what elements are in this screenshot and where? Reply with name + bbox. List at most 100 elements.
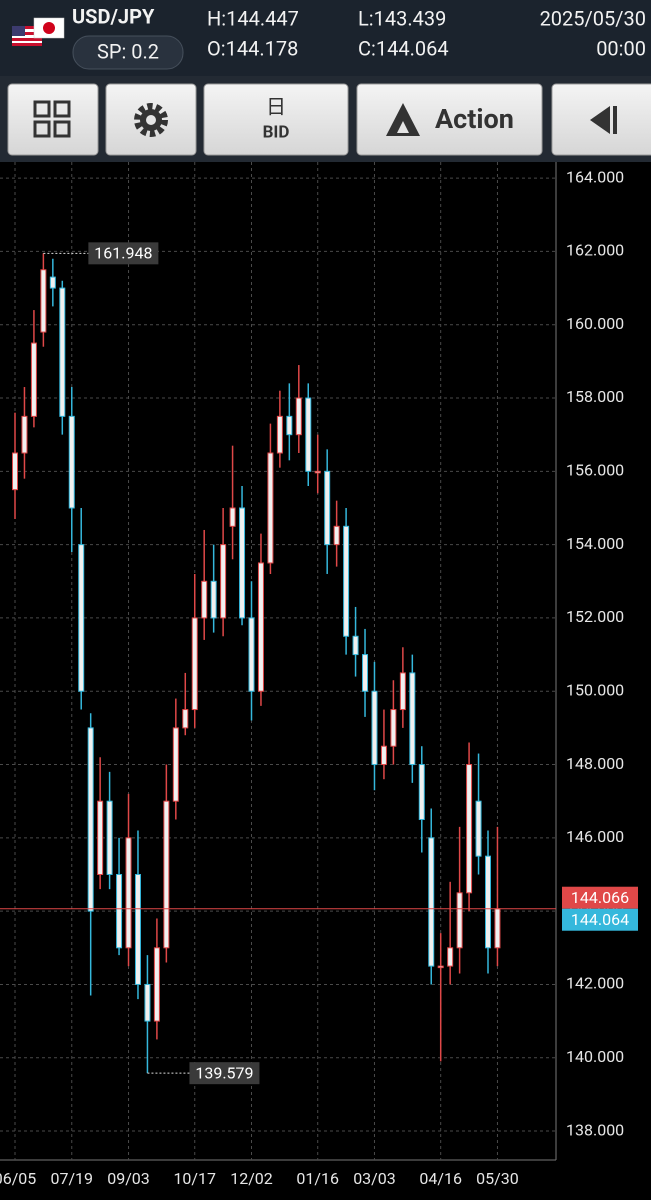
y-tick-label: 140.000: [566, 1047, 624, 1066]
x-tick-label: 10/17: [173, 1169, 216, 1188]
date: 2025/05/30: [540, 6, 646, 30]
candle-body: [485, 855, 491, 949]
candle-body: [428, 837, 435, 967]
extreme-label-box: [88, 242, 159, 265]
y-tick-label: 162.000: [566, 241, 624, 260]
extreme-label-box: [189, 1062, 260, 1085]
candle-body: [229, 507, 236, 527]
candle-body: [106, 800, 113, 875]
low-price: L:143.439: [358, 6, 446, 30]
candle-body: [125, 837, 132, 949]
candle-body: [257, 562, 264, 692]
currency-flags: [12, 17, 65, 46]
x-tick-label: 04/16: [419, 1169, 462, 1188]
candle-body: [305, 397, 312, 472]
candle-body: [409, 672, 416, 766]
candle-body: [97, 800, 104, 875]
candle-body: [153, 947, 160, 1022]
candle-body: [456, 892, 463, 949]
x-tick-label: 03/03: [353, 1169, 396, 1188]
period-button[interactable]: 日 BID: [203, 83, 349, 156]
candle-body: [116, 873, 123, 949]
candle-body: [371, 690, 378, 766]
x-tick-label: 09/03: [107, 1169, 150, 1188]
y-tick-label: 152.000: [566, 607, 624, 626]
y-tick-label: 158.000: [566, 387, 624, 406]
spread-pill: [72, 35, 184, 70]
chart-background: [0, 162, 651, 1200]
close-price: C:144.064: [358, 36, 449, 60]
y-tick-label: 138.000: [566, 1120, 624, 1139]
candle-body: [40, 269, 47, 333]
ask-price: 144.066: [571, 888, 629, 907]
candle-body: [87, 727, 94, 912]
extreme-label: 161.948: [94, 244, 152, 263]
candle-body: [172, 727, 179, 802]
candle-body: [182, 709, 189, 729]
y-tick-label: 150.000: [566, 680, 624, 699]
candle-body: [68, 415, 75, 509]
candle-body: [352, 635, 359, 656]
candle-body: [220, 544, 227, 619]
candle-body: [30, 342, 37, 417]
y-tick-label: 156.000: [566, 461, 624, 480]
candle-body: [201, 580, 208, 619]
candle-body: [210, 580, 217, 619]
candle-body: [21, 415, 28, 454]
x-tick-label: 12/02: [230, 1169, 273, 1188]
period-label: 日: [266, 94, 286, 118]
candle-body: [390, 709, 397, 747]
candle-body: [380, 745, 387, 766]
y-tick-label: 148.000: [566, 754, 624, 773]
candle-body: [248, 617, 255, 692]
candle-body: [447, 947, 454, 967]
candle-body: [239, 507, 246, 619]
plot: 138.000140.000142.000144.000146.000148.0…: [0, 162, 638, 1188]
candle-body: [78, 544, 85, 692]
extreme-label: 139.579: [195, 1063, 253, 1082]
candle-body: [191, 617, 198, 711]
x-tick-label: 06/05: [0, 1169, 36, 1188]
spread: SP: 0.2: [97, 39, 159, 63]
candle-body: [276, 415, 283, 454]
candle-body: [333, 525, 340, 546]
ask-tag: [562, 886, 638, 909]
candle-body: [324, 470, 331, 546]
candle-body: [59, 287, 66, 417]
x-tick-label: 01/16: [296, 1169, 339, 1188]
candle-body: [437, 965, 444, 969]
time: 00:00: [596, 36, 646, 60]
open-price: O:144.178: [207, 36, 298, 60]
action-label: Action: [435, 103, 514, 135]
candle-body: [362, 654, 369, 692]
candle-body: [134, 873, 141, 985]
candle-body: [475, 800, 482, 857]
candle-body: [49, 276, 56, 289]
candle-body: [466, 764, 473, 894]
y-tick-label: 164.000: [566, 167, 624, 186]
candle-body: [286, 415, 293, 436]
layout-button[interactable]: [7, 83, 99, 156]
candle-body: [343, 525, 350, 637]
candle-body: [399, 672, 406, 711]
y-tick-label: 160.000: [566, 314, 624, 333]
action-button[interactable]: Action: [356, 83, 543, 156]
high-price: H:144.447: [207, 6, 299, 30]
candle-body: [418, 764, 425, 821]
y-tick-label: 154.000: [566, 534, 624, 553]
price-type-label: BID: [263, 122, 290, 142]
y-tick-label: 146.000: [566, 827, 624, 846]
collapse-button[interactable]: [551, 83, 651, 156]
symbol: USD/JPY: [72, 4, 155, 28]
candle-body: [494, 908, 501, 949]
candle-body: [267, 452, 274, 564]
x-tick-label: 05/30: [476, 1169, 519, 1188]
candle-body: [144, 983, 151, 1022]
bid-tag: [562, 908, 638, 931]
y-tick-label: 142.000: [566, 974, 624, 993]
candle-body: [12, 452, 18, 491]
candle-body: [295, 397, 302, 436]
settings-button[interactable]: [105, 83, 197, 156]
